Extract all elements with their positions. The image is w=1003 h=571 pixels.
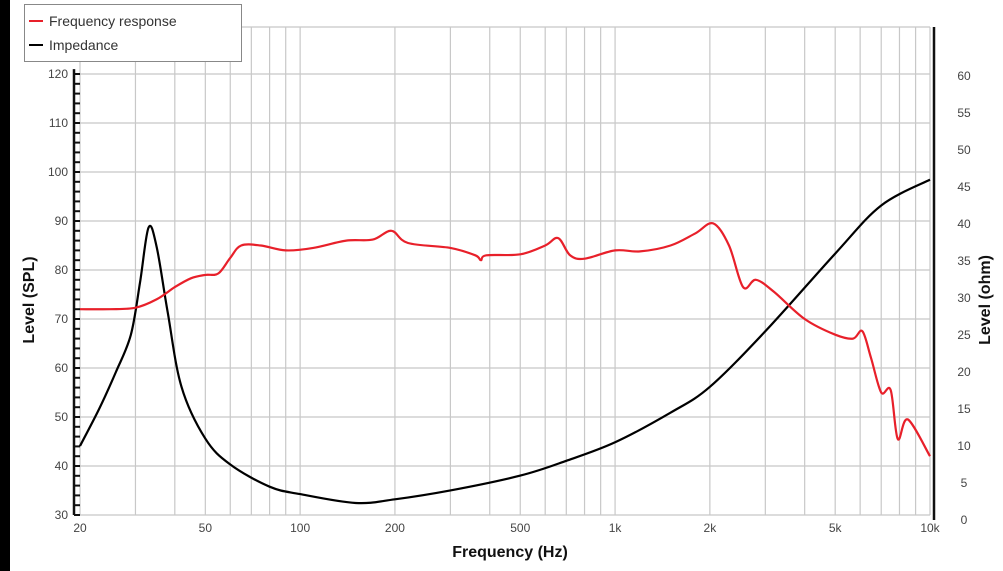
svg-text:20: 20 (73, 521, 87, 535)
svg-text:60: 60 (55, 361, 69, 375)
svg-text:90: 90 (55, 214, 69, 228)
black-line-swatch-icon (29, 44, 43, 46)
svg-text:1k: 1k (609, 521, 623, 535)
chart-canvas: 30 40 50 60 70 80 90 100 110 120 0 5 10 15 20 25 30 35 40… (10, 0, 1003, 571)
legend-item-frequency-response: Frequency response (29, 13, 177, 29)
x-axis-title: Frequency (Hz) (452, 544, 568, 561)
svg-text:10k: 10k (920, 521, 940, 535)
svg-text:500: 500 (510, 521, 530, 535)
svg-text:55: 55 (957, 106, 971, 120)
svg-text:35: 35 (957, 254, 971, 268)
svg-text:10: 10 (957, 439, 971, 453)
svg-text:110: 110 (49, 116, 68, 130)
right-y-axis: 0 5 10 15 20 25 30 35 40 45 50 55 60 (932, 27, 971, 527)
svg-text:50: 50 (957, 143, 971, 157)
svg-text:5: 5 (961, 476, 968, 490)
svg-text:120: 120 (48, 67, 68, 81)
svg-text:5k: 5k (829, 521, 843, 535)
svg-text:70: 70 (55, 312, 69, 326)
svg-text:40: 40 (55, 459, 69, 473)
legend-label: Impedance (49, 37, 119, 53)
red-line-swatch-icon (29, 20, 43, 22)
svg-text:30: 30 (957, 291, 971, 305)
legend-label: Frequency response (49, 13, 177, 29)
svg-text:40: 40 (957, 217, 971, 231)
svg-text:100: 100 (290, 521, 310, 535)
svg-text:100: 100 (48, 165, 68, 179)
x-axis: 20 50 100 200 500 1k 2k 5k 10k (73, 521, 940, 535)
left-y-axis: 30 40 50 60 70 80 90 100 110 120 (48, 67, 80, 522)
svg-text:30: 30 (55, 508, 69, 522)
svg-text:60: 60 (957, 69, 971, 83)
impedance-curve (79, 178, 931, 505)
legend-item-impedance: Impedance (29, 37, 118, 53)
svg-text:50: 50 (199, 521, 213, 535)
grid-lines (79, 26, 931, 516)
svg-text:25: 25 (957, 328, 971, 342)
frequency-response-curve (79, 222, 931, 457)
svg-text:15: 15 (957, 402, 971, 416)
right-axis-title: Level (ohm) (977, 255, 994, 345)
svg-text:0: 0 (961, 513, 968, 527)
frequency-impedance-chart: 30 40 50 60 70 80 90 100 110 120 0 5 10 15 20 25 30 35 40… (21, 26, 994, 561)
svg-text:45: 45 (957, 180, 971, 194)
svg-text:2k: 2k (704, 521, 718, 535)
svg-text:80: 80 (55, 263, 69, 277)
svg-text:20: 20 (957, 365, 971, 379)
left-axis-title: Level (SPL) (21, 256, 38, 343)
chart-legend: Frequency response Impedance (24, 4, 242, 62)
svg-text:200: 200 (385, 521, 405, 535)
svg-text:50: 50 (55, 410, 69, 424)
